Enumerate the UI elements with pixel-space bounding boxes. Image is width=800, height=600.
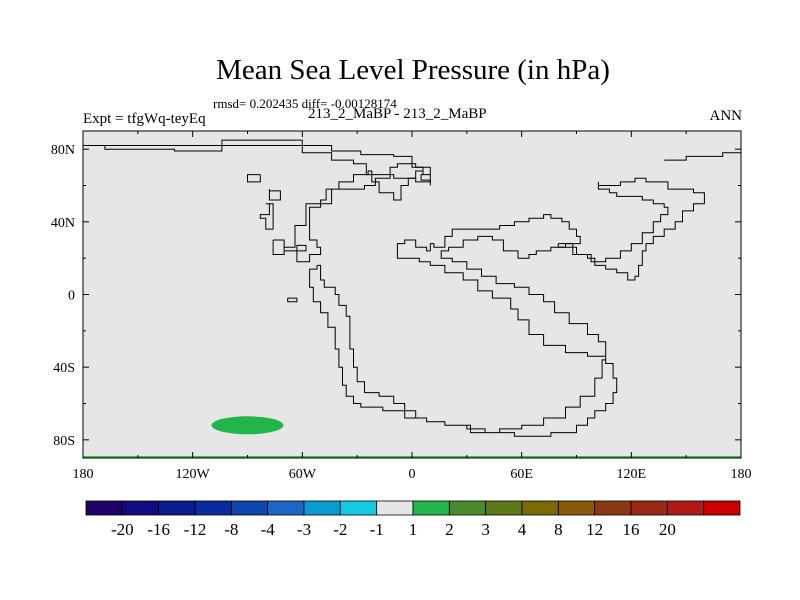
x-tick-label: 120W xyxy=(176,467,211,480)
stats-text: rmsd= 0.202435 diff= -0.00128174 xyxy=(213,96,397,111)
season-label: ANN xyxy=(709,108,743,124)
comparison-label: 213_2_MaBP - 213_2_MaBP xyxy=(308,106,487,122)
coastline-6 xyxy=(287,297,298,303)
x-tick-label: 0 xyxy=(409,467,416,480)
colorbar-box xyxy=(194,500,232,516)
colorbar-label: -2 xyxy=(333,520,347,539)
y-tick-label: 80N xyxy=(51,143,75,158)
colorbar-box xyxy=(376,500,414,516)
colorbar-label: 3 xyxy=(481,520,490,539)
chart-title: Mean Sea Level Pressure (in hPa) xyxy=(216,54,610,86)
colorbar-label: -8 xyxy=(224,520,238,539)
x-tick-label: 60W xyxy=(289,467,317,480)
coastline-3 xyxy=(259,203,274,230)
map-plot: 180 120W 60W 0 60E 120E 180 80N 40N 0 40S 80S xyxy=(51,130,752,480)
y-tick-label: 80S xyxy=(53,434,75,449)
coastline-8 xyxy=(396,214,618,437)
colorbar-label: 2 xyxy=(445,520,454,539)
coastline-9 xyxy=(557,177,705,281)
colorbar-label: -20 xyxy=(111,520,134,539)
colorbar-label: -3 xyxy=(297,520,311,539)
colorbar-label: 20 xyxy=(659,520,676,539)
map-background xyxy=(83,131,741,458)
colorbar-box xyxy=(703,500,741,516)
y-tick-label: 40N xyxy=(51,216,75,231)
colorbar-box xyxy=(412,500,450,516)
x-tick-label: 180 xyxy=(73,467,94,480)
colorbar-box xyxy=(230,500,269,516)
coastline-5 xyxy=(296,244,307,252)
colorbar-label: 4 xyxy=(518,520,527,539)
colorbar-label: -12 xyxy=(184,520,207,539)
colorbar-box xyxy=(158,500,196,516)
y-tick-label: 0 xyxy=(68,289,75,304)
colorbar-label: -16 xyxy=(147,520,170,539)
colorbar-label: -4 xyxy=(261,520,276,539)
y-tick-label: 40S xyxy=(53,361,75,376)
coastline-7 xyxy=(309,264,406,412)
colorbar-box xyxy=(85,500,123,516)
colorbar-box xyxy=(594,500,632,516)
colorbar-box xyxy=(267,500,305,516)
coastline-1 xyxy=(247,174,261,183)
colorbar-box xyxy=(339,500,378,516)
coastline-10 xyxy=(664,149,741,161)
colorbar-box xyxy=(121,500,160,516)
colorbar-label: 12 xyxy=(586,520,603,539)
x-tick-label: 60E xyxy=(510,467,533,480)
colorbar-box xyxy=(666,500,705,516)
colorbar-box xyxy=(303,500,341,516)
colorbar-box xyxy=(521,500,559,516)
colorbar-box xyxy=(557,500,596,516)
coastline-0 xyxy=(83,139,431,186)
coastline-4 xyxy=(272,163,431,263)
x-tick-label: 120E xyxy=(617,467,647,480)
coastline-2 xyxy=(268,189,281,201)
colorbar-box xyxy=(485,500,523,516)
colorbar-box xyxy=(448,500,487,516)
colorbar-box xyxy=(630,500,668,516)
colorbar-label: -1 xyxy=(370,520,384,539)
x-tick-label: 180 xyxy=(731,467,752,480)
experiment-label: Expt = tfgWq-teyEq xyxy=(83,111,206,127)
colorbar-label: 8 xyxy=(554,520,563,539)
colorbar-label: 16 xyxy=(623,520,640,539)
colorbar-label: 1 xyxy=(409,520,418,539)
southern-pacific-anomaly xyxy=(211,416,284,435)
